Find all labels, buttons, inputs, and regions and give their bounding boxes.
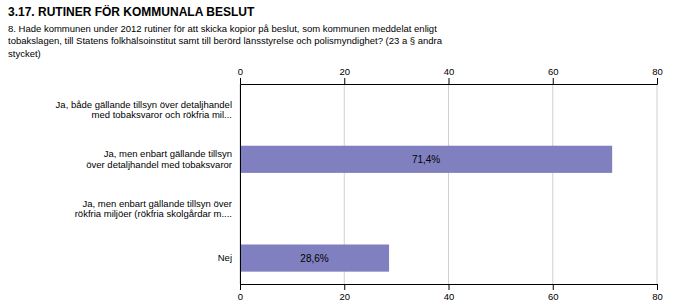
y-tick-label-line: Ja, både gällande tillsyn över detaljhan… <box>56 99 232 110</box>
grid-line <box>552 84 553 284</box>
x-axis-bottom: 0 20 40 60 80 <box>238 284 663 302</box>
y-tick-label: Nej <box>218 252 232 263</box>
x-axis-top-tick-mark <box>553 78 554 84</box>
x-axis-top-tick: 20 <box>339 66 350 84</box>
x-axis-top-tick-label: 40 <box>444 66 455 77</box>
grid <box>240 84 657 284</box>
x-axis-top-tick-label: 0 <box>238 66 243 77</box>
x-axis-bottom-tick: 60 <box>548 284 559 302</box>
y-axis: Ja, både gällande tillsyn över detaljhan… <box>56 85 241 285</box>
plot: 71,4% 28,6% 0 20 40 60 80 0 20 40 60 80 Ja, både gäl… <box>56 66 663 302</box>
subtitle-line: tobakslagen, till Statens folkhälsoinsti… <box>8 35 443 46</box>
x-axis-top-tick: 40 <box>444 66 455 84</box>
data-label: 71,4% <box>412 154 440 165</box>
y-tick-label-line: Ja, men enbart gällande tillsyn över <box>83 198 232 209</box>
x-axis-top-tick-label: 20 <box>339 66 350 77</box>
x-axis-top-tick-mark <box>240 78 241 84</box>
x-axis-bottom-tick: 80 <box>652 284 663 302</box>
x-axis-bottom-tick-mark <box>553 284 554 290</box>
x-axis-bottom-tick-label: 20 <box>339 291 350 302</box>
x-axis-bottom-tick-mark <box>449 284 450 290</box>
x-axis-top-tick: 60 <box>548 66 559 84</box>
x-axis-top-tick: 0 <box>238 66 243 84</box>
y-tick-label-line: Nej <box>218 252 232 263</box>
x-axis-bottom-tick: 40 <box>444 284 455 302</box>
y-tick-label: Ja, men enbart gällande tillsyn överrökf… <box>75 198 232 219</box>
y-tick: Nej <box>218 252 240 263</box>
data-labels: 71,4% 28,6% <box>300 154 440 264</box>
y-tick-label-line: med tobaksvaror och rökfria mil... <box>92 109 232 120</box>
data-label: 28,6% <box>300 253 328 264</box>
x-axis-top: 0 20 40 60 80 <box>238 66 663 85</box>
x-axis-bottom-tick: 20 <box>339 284 350 302</box>
y-tick-label: Ja, både gällande tillsyn över detaljhan… <box>56 99 232 120</box>
y-tick-label-line: Ja, men enbart gällande tillsyn <box>104 148 232 159</box>
bars <box>240 146 612 272</box>
x-axis-top-line <box>241 78 658 85</box>
y-tick-label-line: rökfria miljöer (rökfria skolgårdar m...… <box>75 208 232 219</box>
y-tick: Ja, både gällande tillsyn över detaljhan… <box>56 99 240 120</box>
x-axis-bottom-tick-label: 40 <box>444 291 455 302</box>
subtitle-line: 8. Hade kommunen under 2012 rutiner för … <box>8 23 437 34</box>
grid-line <box>240 84 241 284</box>
x-axis-top-tick-label: 60 <box>548 66 559 77</box>
x-axis-bottom-tick-mark <box>344 284 345 290</box>
title: 3.17. RUTINER FÖR KOMMUNALA BESLUT <box>8 4 255 19</box>
x-axis-top-tick-label: 80 <box>652 66 663 77</box>
y-tick: Ja, men enbart gällande tillsyn överrökf… <box>75 198 240 219</box>
subtitle: 8. Hade kommunen under 2012 rutiner för … <box>8 23 443 59</box>
x-axis-bottom-tick-mark <box>240 284 241 290</box>
chart-container: 3.17. RUTINER FÖR KOMMUNALA BESLUT 8. Had… <box>0 0 681 306</box>
subtitle-line: stycket) <box>8 48 41 59</box>
x-axis-bottom-tick-mark <box>657 284 658 290</box>
x-axis-top-tick-mark <box>657 78 658 84</box>
chart-svg: 3.17. RUTINER FÖR KOMMUNALA BESLUT 8. Had… <box>0 0 681 306</box>
x-axis-top-tick-mark <box>449 78 450 84</box>
bar <box>240 244 389 271</box>
x-axis-top-tick-mark <box>344 78 345 84</box>
bar <box>240 146 612 173</box>
grid-line <box>657 84 658 284</box>
x-axis-bottom-tick-label: 0 <box>238 291 243 302</box>
x-axis-bottom-line <box>241 285 658 291</box>
grid-line <box>448 84 449 284</box>
y-tick: Ja, men enbart gällande tillsynöver deta… <box>86 148 240 169</box>
y-tick-label-line: över detaljhandel med tobaksvaror <box>86 159 232 170</box>
x-axis-bottom-tick: 0 <box>238 284 243 302</box>
y-tick-label: Ja, men enbart gällande tillsynöver deta… <box>86 148 232 169</box>
y-axis-line <box>240 85 241 285</box>
x-axis-bottom-tick-label: 60 <box>548 291 559 302</box>
x-axis-top-tick: 80 <box>652 66 663 84</box>
x-axis-bottom-tick-label: 80 <box>652 291 663 302</box>
